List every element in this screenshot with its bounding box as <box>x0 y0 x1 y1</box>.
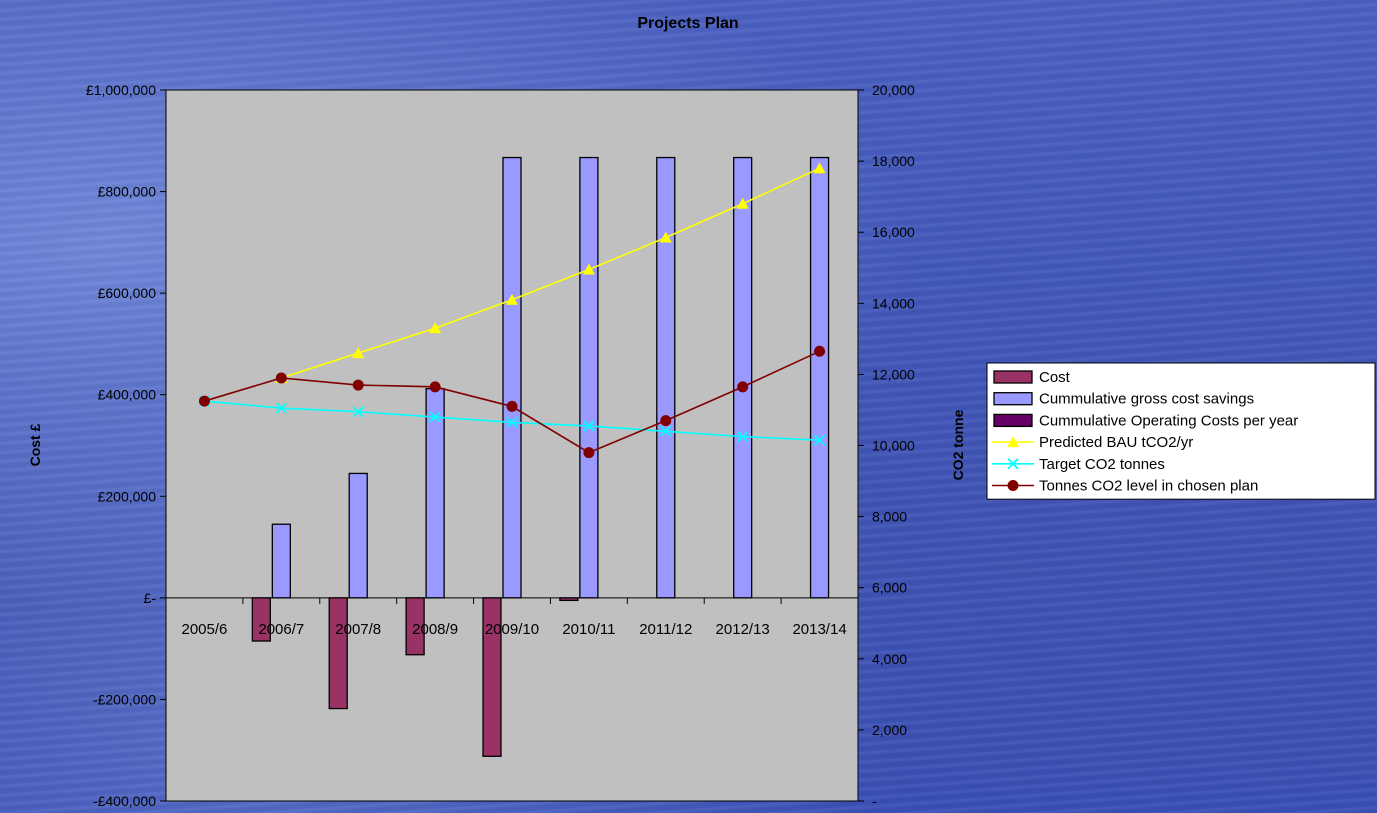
category-label: 2007/8 <box>335 621 381 638</box>
y-axis-title: Cost £ <box>27 423 43 466</box>
legend-label: Cost <box>1039 369 1071 386</box>
lines-layer <box>198 162 826 459</box>
line-2-point-9-stroke-b <box>813 434 826 446</box>
line-2-point-7 <box>660 425 672 437</box>
line-1-point-8 <box>813 162 826 174</box>
bar-2-6 <box>579 156 599 599</box>
legend-label: Cummulative gross cost savings <box>1039 391 1254 408</box>
x-axis <box>165 597 859 604</box>
category-label: 2012/13 <box>716 621 770 638</box>
bar-1-3 <box>328 597 348 710</box>
legend-label: Tonnes CO2 level in chosen plan <box>1039 478 1258 495</box>
y2-tick-label: 18,000 <box>872 153 915 169</box>
y-axis-right: 20,000 18,000 16,000 14,000 12,000 10,000 8,00… <box>858 82 915 809</box>
line-2-point-4-stroke-b <box>429 411 441 423</box>
category-labels: 2005/6 2006/7 2007/8 2008/9 2009/10 2010/11 20… <box>181 621 846 638</box>
legend-marker <box>1007 458 1019 470</box>
line-3-point-1 <box>198 395 210 407</box>
line-1 <box>281 167 820 379</box>
line-3-point-8 <box>737 381 749 393</box>
y-tick-label: £- <box>144 590 157 606</box>
line-3-point-2 <box>275 372 287 384</box>
line-2-point-4 <box>429 411 441 423</box>
line-3-point-4 <box>429 381 441 393</box>
y2-tick-label: 6,000 <box>872 580 907 596</box>
line-2-point-9 <box>813 434 826 446</box>
bar-2-2 <box>271 523 291 599</box>
category-label: 2010/11 <box>562 621 615 638</box>
line-1-point-4 <box>506 293 518 305</box>
y-tick-label: -£200,000 <box>93 691 156 707</box>
line-1-point-7 <box>736 197 749 209</box>
y2-tick-label: 4,000 <box>872 651 907 667</box>
legend-marker <box>1007 436 1019 448</box>
y2-tick-label: 14,000 <box>872 295 915 311</box>
bar-2-7 <box>656 156 676 599</box>
y2-tick-label: - <box>872 793 877 809</box>
y2-tick-label: 20,000 <box>872 82 915 98</box>
y-axis-left: £1,000,000 £800,000 £600,000 £400,000 £200,0… <box>86 82 166 809</box>
legend-swatch <box>993 413 1033 428</box>
y-tick-label: £400,000 <box>98 387 157 403</box>
legend-marker-stroke-b <box>1007 458 1019 470</box>
line-3-point-6 <box>583 447 595 459</box>
line-3-point-9 <box>814 345 826 357</box>
legend-label: Cummulative Operating Costs per year <box>1039 412 1298 429</box>
category-label: 2013/14 <box>792 621 846 638</box>
line-2-point-8-stroke-b <box>737 430 749 443</box>
line-1-point-5 <box>582 263 595 275</box>
legend-label: Target CO2 tonnes <box>1039 456 1165 473</box>
y2-tick-label: 16,000 <box>872 224 915 240</box>
chart-title: Projects Plan <box>637 15 738 32</box>
bar-2-4 <box>425 387 445 599</box>
legend-box <box>986 362 1376 500</box>
y-tick-label: -£400,000 <box>93 793 156 809</box>
bar-2-9 <box>809 156 830 599</box>
line-1-point-3 <box>429 322 442 334</box>
category-label: 2006/7 <box>258 621 304 638</box>
legend-swatch <box>993 392 1033 406</box>
category-label: 2005/6 <box>181 621 227 638</box>
line-2-point-7-stroke-b <box>660 425 672 437</box>
line-2-point-3-stroke-b <box>352 406 364 418</box>
y-tick-label: £800,000 <box>98 184 157 200</box>
legend-label: Predicted BAU tCO2/yr <box>1039 434 1193 451</box>
line-2-point-2-stroke-b <box>275 402 287 414</box>
y2-tick-label: 10,000 <box>872 438 915 454</box>
line-2-point-6-stroke-b <box>583 420 595 432</box>
y2-tick-label: 2,000 <box>872 722 907 738</box>
bar-2-8 <box>733 156 753 599</box>
legend-swatch <box>993 370 1033 384</box>
line-1-point-6 <box>659 231 672 243</box>
line-3-point-5 <box>506 400 518 412</box>
legend: Cost Cummulative gross cost savings Cummul… <box>986 362 1376 500</box>
line-3-point-7 <box>660 415 672 427</box>
bar-2-3 <box>348 472 368 599</box>
line-1-point-2 <box>352 347 365 359</box>
category-label: 2008/9 <box>412 621 458 638</box>
line-2-point-5-stroke-b <box>506 416 518 429</box>
legend-marker <box>1007 480 1019 491</box>
y2-axis-title: CO2 tonne <box>950 409 966 480</box>
line-2-point-8 <box>737 430 749 443</box>
y-tick-label: £600,000 <box>98 285 157 301</box>
category-label: 2009/10 <box>485 621 539 638</box>
bar-2-5 <box>502 156 522 599</box>
y2-tick-label: 8,000 <box>872 509 907 525</box>
category-label: 2011/12 <box>639 621 692 638</box>
y-tick-label: £200,000 <box>98 488 157 504</box>
line-2-point-6 <box>583 420 595 432</box>
line-2-point-5 <box>506 416 518 429</box>
line-2-point-2 <box>275 402 287 414</box>
line-2-point-3 <box>352 406 364 418</box>
line-3-point-3 <box>352 379 364 391</box>
y2-tick-label: 12,000 <box>872 366 915 382</box>
y-tick-label: £1,000,000 <box>86 82 156 98</box>
